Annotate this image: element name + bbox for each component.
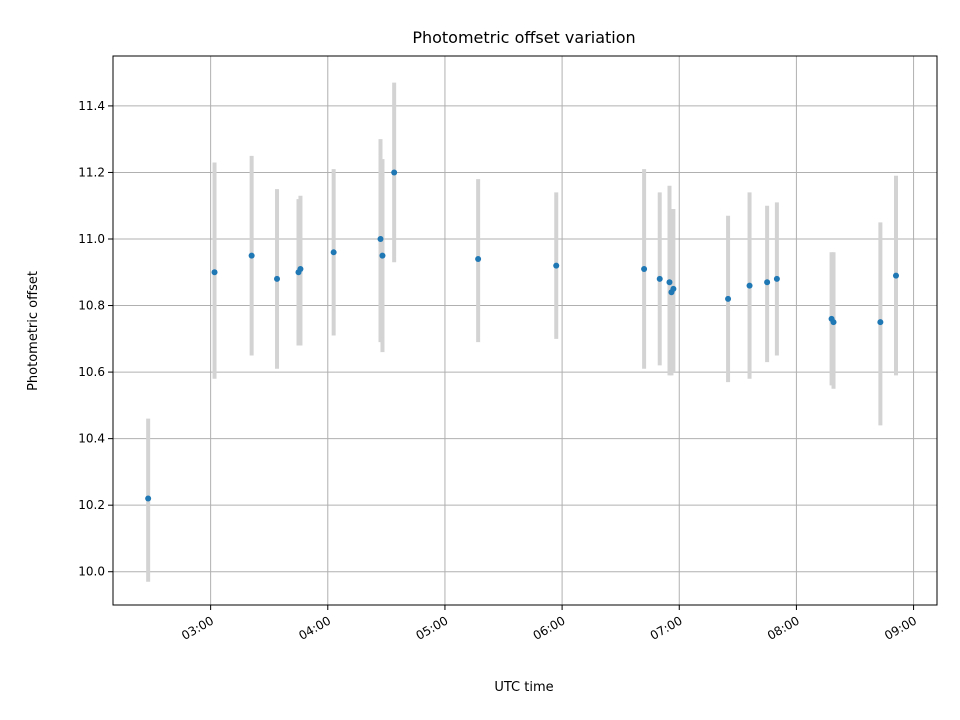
- data-point: [746, 282, 753, 289]
- grid-lines: [113, 56, 937, 605]
- data-point: [666, 279, 673, 286]
- data-points: [145, 169, 899, 502]
- data-point: [553, 262, 560, 269]
- data-point: [475, 255, 482, 262]
- y-tick-label: 10.6: [78, 365, 105, 379]
- data-point: [379, 252, 386, 259]
- x-tick-label: 03:00: [179, 613, 216, 642]
- data-point: [764, 279, 771, 286]
- data-point: [391, 169, 398, 176]
- data-point: [877, 319, 884, 326]
- data-point: [892, 272, 899, 279]
- chart-title: Photometric offset variation: [412, 28, 635, 47]
- data-point: [773, 275, 780, 282]
- y-tick-label: 10.2: [78, 498, 105, 512]
- data-point: [274, 275, 281, 282]
- plot-frame: [112, 55, 938, 606]
- y-axis-label: Photometric offset: [26, 271, 41, 391]
- x-tick-label: 08:00: [765, 613, 802, 642]
- data-point: [377, 236, 384, 242]
- x-tick-label: 04:00: [296, 613, 333, 642]
- data-point: [830, 319, 837, 326]
- data-point: [725, 295, 732, 302]
- data-point: [670, 285, 677, 292]
- x-axis-label: UTC time: [494, 680, 553, 695]
- error-bars: [146, 82, 898, 582]
- data-point: [248, 252, 255, 259]
- y-axis-ticks: 10.0 10.2 10.4 10.6 10.8 11.0 11.2 11.4: [78, 99, 113, 579]
- y-tick-label: 11.4: [78, 99, 105, 113]
- y-tick-label: 11.2: [78, 165, 105, 179]
- x-tick-label: 05:00: [413, 613, 450, 642]
- data-point: [145, 495, 152, 502]
- y-tick-label: 11.0: [78, 232, 105, 246]
- y-tick-label: 10.8: [78, 299, 105, 313]
- y-tick-label: 10.4: [78, 432, 105, 446]
- data-point: [656, 275, 663, 282]
- y-tick-label: 10.0: [78, 565, 105, 579]
- data-point: [297, 265, 304, 272]
- x-tick-label: 06:00: [531, 613, 568, 642]
- data-point: [330, 249, 337, 256]
- x-tick-label: 09:00: [882, 613, 919, 642]
- x-axis-ticks: 03:00 04:00 05:00 06:00 07:00 08:00 09:00: [179, 605, 919, 643]
- x-tick-label: 07:00: [648, 613, 685, 642]
- data-point: [641, 265, 648, 272]
- data-point: [211, 269, 218, 276]
